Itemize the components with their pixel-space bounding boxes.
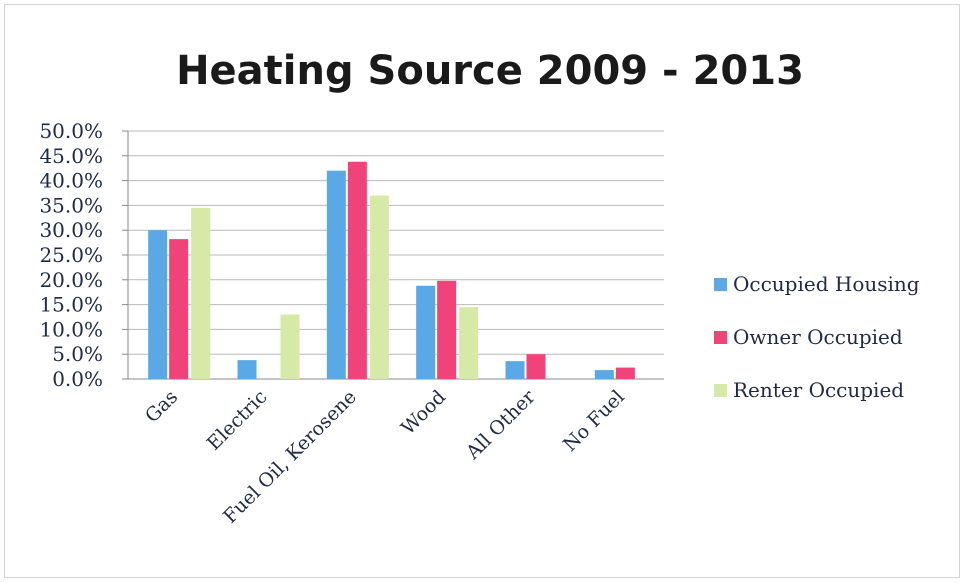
legend-label: Owner Occupied <box>733 325 903 349</box>
y-tick-label: 20.0% <box>39 268 103 292</box>
bar <box>615 367 635 379</box>
chart-title: Heating Source 2009 - 2013 <box>176 48 804 94</box>
bar <box>369 195 389 379</box>
legend-label: Occupied Housing <box>733 272 920 296</box>
y-tick-label: 40.0% <box>39 169 103 193</box>
y-tick-label: 0.0% <box>52 367 103 391</box>
y-tick-label: 25.0% <box>39 243 103 267</box>
legend-label: Renter Occupied <box>733 378 904 402</box>
bar <box>169 239 189 379</box>
y-tick-label: 10.0% <box>39 317 103 341</box>
x-category-label: Wood <box>397 386 450 439</box>
bar <box>326 170 346 379</box>
x-category-label: Gas <box>141 386 182 427</box>
y-tick-label: 5.0% <box>52 342 103 366</box>
bar <box>237 360 257 379</box>
y-tick-label: 30.0% <box>39 218 103 242</box>
y-tick-label: 50.0% <box>39 119 103 143</box>
bar <box>191 207 211 379</box>
legend-swatch <box>714 278 727 291</box>
legend-swatch <box>714 331 727 344</box>
bar <box>416 285 436 379</box>
x-category-label: Electric <box>203 386 272 455</box>
bar <box>459 307 479 379</box>
grid-lines <box>122 130 664 380</box>
legend: Occupied Housing Owner Occupied Renter Occ… <box>714 272 920 402</box>
bar <box>505 361 525 379</box>
x-category-label: No Fuel <box>559 386 629 456</box>
bar <box>437 280 457 379</box>
bar <box>280 314 300 379</box>
x-category-label: All Other <box>461 385 540 464</box>
bar <box>148 230 168 379</box>
y-tick-label: 45.0% <box>39 144 103 168</box>
y-tick-label: 35.0% <box>39 193 103 217</box>
bars <box>148 161 635 379</box>
bar <box>526 354 546 379</box>
bar <box>594 370 614 379</box>
y-axis-ticks: 0.0%5.0%10.0%15.0%20.0%25.0%30.0%35.0%40… <box>39 119 103 391</box>
bar <box>347 161 367 379</box>
y-tick-label: 15.0% <box>39 293 103 317</box>
legend-swatch <box>714 384 727 397</box>
